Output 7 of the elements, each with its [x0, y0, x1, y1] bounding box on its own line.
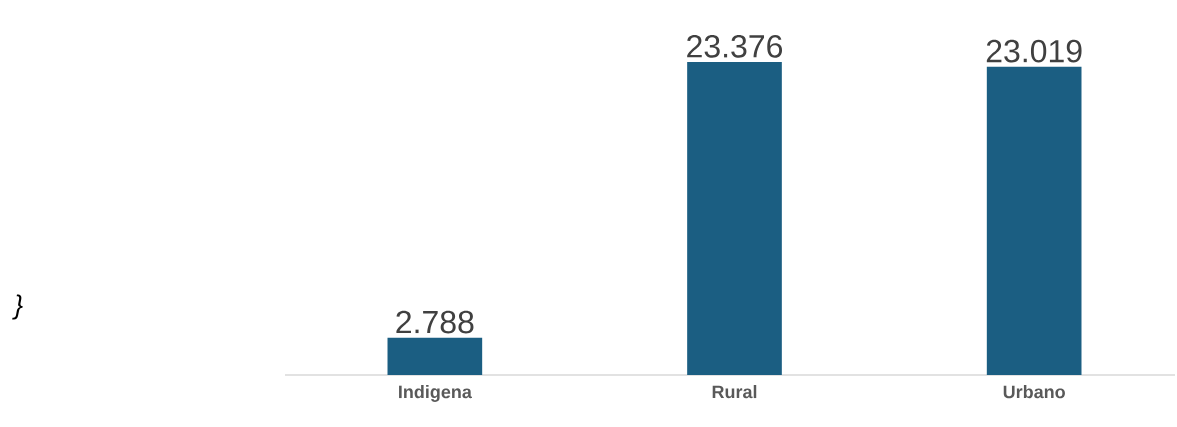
data-label: 23.019 [986, 39, 1082, 63]
x-tick-label: Urbano [1003, 385, 1065, 399]
data-label: 23.376 [687, 35, 783, 58]
x-tick-label: Rural [712, 385, 757, 399]
data-label: 2.788 [396, 310, 474, 334]
text: } [12, 294, 23, 320]
x-tick-label: Indigena [399, 385, 472, 402]
